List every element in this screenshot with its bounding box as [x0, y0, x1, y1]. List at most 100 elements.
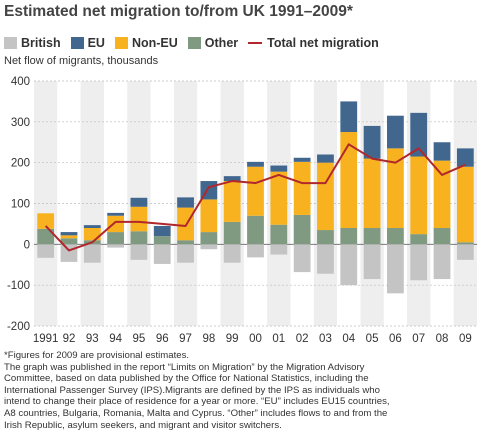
bar-eu: [363, 125, 381, 159]
footnote-line: International Passenger Survey (IPS).Mig…: [4, 384, 380, 396]
x-tick-label: 97: [179, 333, 192, 345]
bar-other: [37, 228, 55, 245]
bar-eu: [433, 142, 451, 161]
bar-other: [410, 234, 428, 245]
x-tick-label: 94: [109, 333, 122, 345]
bar-eu: [153, 225, 171, 237]
bar-british: [270, 244, 288, 255]
bar-non-eu: [60, 235, 78, 239]
bar-british: [433, 244, 451, 280]
bar-non-eu: [130, 206, 148, 232]
y-tick-label: 0: [24, 239, 30, 251]
bar-other: [456, 242, 474, 245]
bar-non-eu: [293, 161, 311, 215]
bar-british: [153, 244, 171, 264]
bar-british: [83, 244, 101, 263]
bar-other: [387, 228, 404, 245]
bar-british: [107, 244, 124, 248]
legend-label-other: Other: [204, 36, 239, 50]
bar-eu: [340, 101, 358, 133]
x-tick-label: 93: [86, 333, 99, 345]
bar-british: [340, 244, 358, 286]
x-tick-label: 08: [436, 333, 449, 345]
bar-non-eu: [456, 166, 474, 243]
column-band: [34, 81, 58, 326]
bar-eu: [60, 232, 78, 236]
legend-swatch-total-net-migration: [248, 42, 263, 44]
total-net-migration-line: [44, 143, 466, 252]
bar-other: [223, 221, 241, 245]
bar-eu: [223, 176, 241, 182]
bar-british: [410, 244, 428, 281]
bar-non-eu: [433, 160, 451, 228]
bar-eu: [410, 112, 428, 157]
footnote-line: intend to change their place of residenc…: [4, 396, 390, 408]
bar-other: [340, 228, 358, 245]
bar-non-eu: [270, 171, 288, 225]
bar-british: [317, 244, 334, 274]
x-tick-label: 02: [296, 333, 309, 345]
bar-non-eu: [387, 148, 404, 228]
y-tick-label: -200: [7, 321, 30, 333]
x-tick-label: 00: [249, 333, 262, 345]
bar-other: [153, 236, 171, 245]
legend-swatch-eu: [70, 37, 84, 49]
footnote-line: Committee, based on data published by th…: [4, 373, 369, 385]
x-tick-label: 06: [389, 333, 402, 345]
bar-other: [130, 231, 148, 245]
bar-non-eu: [340, 132, 358, 228]
y-tick-label: 200: [11, 158, 30, 170]
bar-british: [293, 244, 311, 273]
footnote-line: Irish Republic, asylum seekers, and migr…: [4, 419, 282, 431]
bar-other: [270, 224, 288, 245]
bar-british: [60, 244, 78, 262]
x-tick-label: 03: [319, 333, 332, 345]
bar-british: [223, 244, 241, 263]
legend-label-british: British: [21, 36, 61, 50]
footnote-line: A8 countries, Bulgaria, Romania, Malta a…: [4, 407, 388, 419]
bar-other: [433, 228, 451, 245]
bar-eu: [130, 197, 148, 207]
x-tick-label: 92: [63, 333, 76, 345]
legend-item-other: Other: [187, 36, 239, 50]
x-tick-label: 04: [342, 333, 355, 345]
bar-non-eu: [223, 181, 241, 222]
y-axis-label: Net flow of migrants, thousands: [4, 55, 159, 67]
bar-eu: [270, 165, 288, 172]
bar-non-eu: [247, 166, 264, 216]
bar-non-eu: [177, 207, 194, 241]
bar-british: [177, 244, 194, 263]
bar-other: [60, 238, 78, 245]
x-tick-label: 1991: [33, 333, 59, 345]
bar-other: [247, 215, 264, 245]
column-band: [80, 81, 104, 326]
footnote-line: *Figures for 2009 are provisional estima…: [4, 350, 190, 361]
bar-eu: [387, 115, 404, 149]
bar-non-eu: [83, 228, 101, 241]
legend-item-eu: EU: [70, 36, 105, 50]
bar-other: [200, 232, 218, 245]
legend-label-eu: EU: [87, 36, 105, 50]
bar-other: [107, 232, 124, 245]
bar-non-eu: [37, 213, 55, 229]
bar-non-eu: [200, 199, 218, 233]
bar-non-eu: [410, 156, 428, 235]
bar-other: [293, 214, 311, 245]
bar-other: [363, 228, 381, 245]
x-tick-label: 98: [202, 333, 215, 345]
bar-british: [247, 244, 264, 258]
bar-eu: [107, 212, 124, 216]
bar-non-eu: [363, 158, 381, 228]
bar-other: [317, 230, 334, 245]
bar-british: [200, 244, 218, 250]
bar-british: [387, 244, 404, 294]
x-tick-label: 05: [366, 333, 379, 345]
bar-eu: [456, 148, 474, 167]
legend: British EU Non-EU Other Total net migration: [4, 35, 389, 51]
footnote-line: The graph was published in the report “L…: [4, 361, 365, 373]
bar-british: [363, 244, 381, 280]
x-tick-label: 01: [272, 333, 285, 345]
bar-non-eu: [107, 215, 124, 233]
bar-british: [456, 244, 474, 260]
